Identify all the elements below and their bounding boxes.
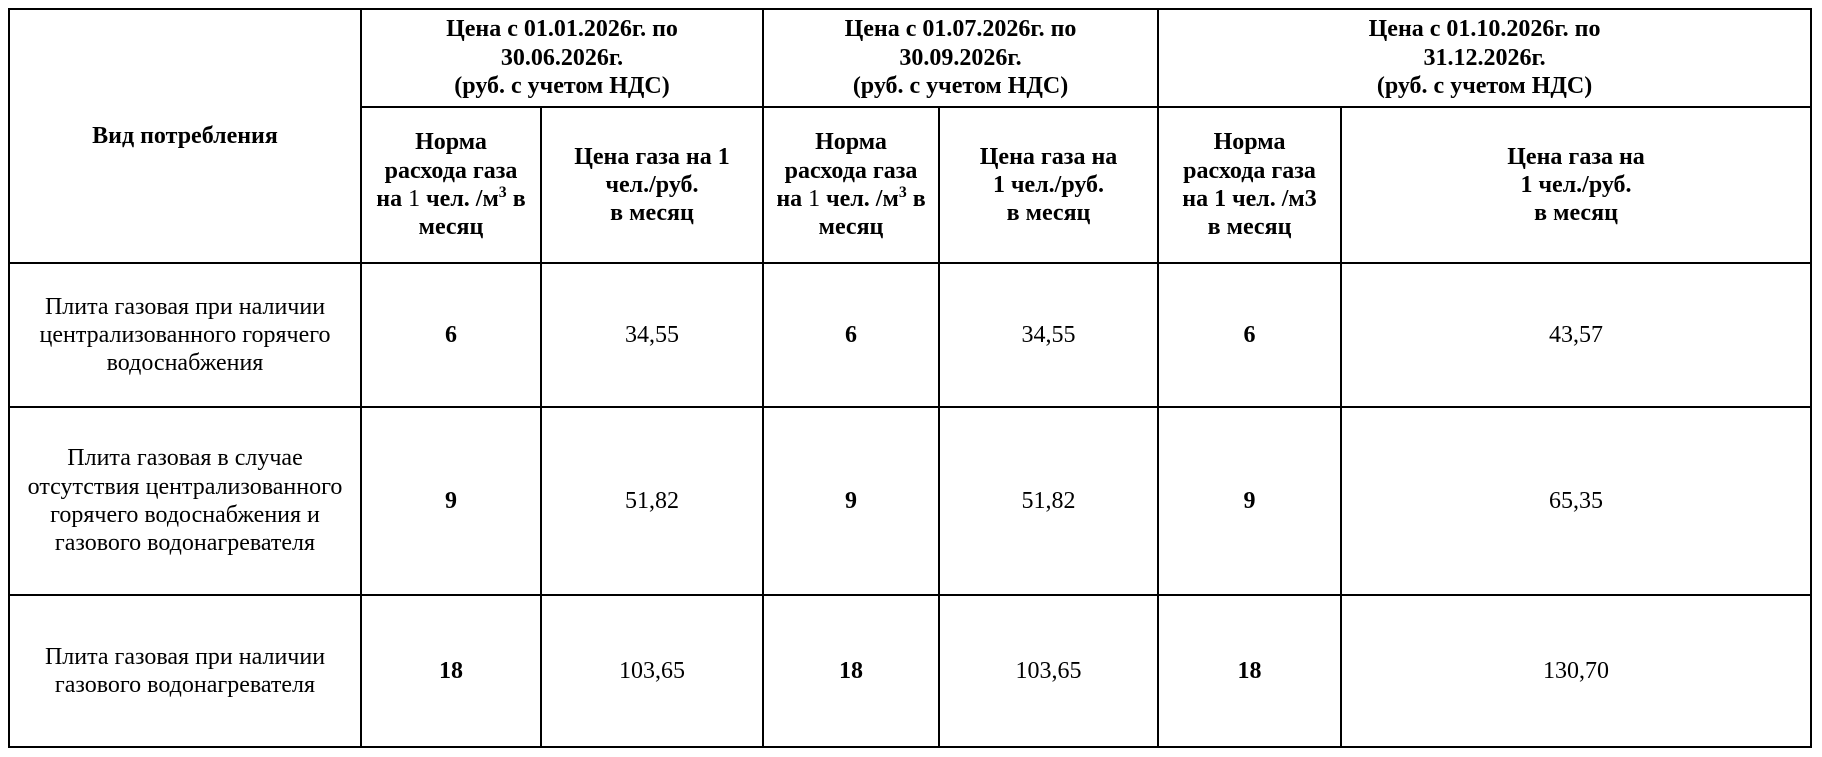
header-period-1-line1: Цена с 01.01.2026г. по	[446, 16, 678, 43]
header-norm-2-line2: расхода газа	[784, 157, 918, 184]
header-norm-3-line1: Норма	[1213, 129, 1286, 156]
header-price-3: Цена газа на 1 чел./руб. в месяц	[1340, 105, 1813, 265]
header-norm-2: Норма расхода газа на 1 чел. /м3 в месяц	[762, 105, 941, 265]
header-norm-3-line3: на 1 чел. /м3	[1182, 186, 1317, 212]
header-period-2-line1: Цена с 01.07.2026г. по	[844, 16, 1077, 43]
header-price-2-line1: Цена газа на	[979, 143, 1118, 170]
header-norm-2-l3c: чел. /м	[820, 186, 899, 212]
header-period-1-line2: 30.06.2026г.	[500, 44, 624, 71]
header-norm-3: Норма расхода газа на 1 чел. /м3 в месяц	[1157, 105, 1343, 265]
header-norm-2-line1: Норма	[815, 129, 887, 156]
row-2-name: Плита газовая в случае отсутствия центра…	[8, 405, 362, 597]
header-period-3: Цена с 01.10.2026г. по 31.12.2026г. (руб…	[1157, 8, 1813, 108]
header-norm-2-l3a: на	[776, 186, 809, 212]
header-period-3-line1: Цена с 01.10.2026г. по	[1368, 16, 1601, 43]
row-1-price-3: 43,57	[1340, 262, 1813, 408]
header-norm-1-line4: месяц	[418, 214, 484, 241]
row-1-norm-1: 6	[360, 262, 542, 408]
row-1-name: Плита газовая при наличии централизованн…	[8, 262, 362, 408]
row-2-norm-3: 9	[1157, 405, 1343, 597]
header-price-3-line2: 1 чел./руб.	[1520, 171, 1632, 198]
header-norm-1-line2: расхода газа	[384, 157, 518, 184]
header-price-2-line3: в месяц	[1006, 200, 1091, 227]
header-price-1-line2: чел./руб.	[605, 171, 699, 198]
header-price-3-line3: в месяц	[1534, 200, 1618, 227]
table-row: Плита газовая в случае отсутствия центра…	[8, 405, 1813, 597]
row-2-norm-1: 9	[360, 405, 542, 597]
header-norm-2-l3b: 1	[808, 186, 821, 212]
header-norm-1-line3: на 1 чел. /м3 в	[368, 185, 534, 213]
header-period-1: Цена с 01.01.2026г. по 30.06.2026г. (руб…	[359, 8, 765, 108]
row-3-price-3: 130,70	[1340, 594, 1813, 748]
header-consumption-type: Вид потребления	[8, 7, 362, 265]
header-norm-1-superscript: 3	[498, 184, 507, 201]
header-price-1-line1: Цена газа на 1	[574, 143, 730, 170]
row-3-norm-1: 18	[360, 594, 542, 748]
header-norm-1: Норма расхода газа на 1 чел. /м3 в месяц	[360, 105, 542, 265]
row-2-norm-2: 9	[762, 405, 941, 597]
header-row-subcolumns: Норма расхода газа на 1 чел. /м3 в месяц…	[9, 105, 1813, 265]
header-row-periods: Вид потребления Цена с 01.01.2026г. по 3…	[8, 7, 1813, 265]
header-norm-2-line3: на 1 чел. /м3 в	[770, 185, 932, 213]
header-price-3-line1: Цена газа на	[1507, 143, 1645, 170]
row-2-price-1: 51,82	[539, 405, 765, 597]
row-1-price-2: 34,55	[938, 262, 1160, 408]
header-norm-1-l3d: в	[506, 186, 526, 212]
header-period-3-line2: 31.12.2026г.	[1423, 44, 1546, 71]
header-period-1-line3: (руб. с учетом НДС)	[454, 72, 670, 99]
header-norm-2-superscript: 3	[898, 184, 907, 201]
header-price-2: Цена газа на 1 чел./руб. в месяц	[938, 105, 1160, 265]
table-row: Плита газовая при наличии газового водон…	[8, 594, 1813, 748]
header-period-2-line2: 30.09.2026г.	[899, 44, 1022, 71]
header-norm-1-line1: Норма	[415, 129, 487, 156]
row-3-norm-2: 18	[762, 594, 941, 748]
row-3-price-2: 103,65	[938, 594, 1160, 748]
header-period-2-line3: (руб. с учетом НДС)	[852, 72, 1069, 99]
table-row: Плита газовая при наличии централизованн…	[8, 262, 1813, 408]
header-price-1-line3: в месяц	[610, 200, 694, 227]
row-2-price-2: 51,82	[938, 405, 1160, 597]
header-norm-1-l3a: на	[376, 186, 409, 212]
row-1-norm-3: 6	[1157, 262, 1343, 408]
gas-price-table: Вид потребления Цена с 01.01.2026г. по 3…	[8, 7, 1813, 748]
row-3-price-1: 103,65	[539, 594, 765, 748]
header-period-2: Цена с 01.07.2026г. по 30.09.2026г. (руб…	[762, 8, 1160, 108]
header-norm-3-line2: расхода газа	[1183, 157, 1316, 184]
header-norm-2-l3d: в	[906, 186, 926, 212]
header-norm-1-l3b: 1	[408, 186, 421, 212]
header-price-1: Цена газа на 1 чел./руб. в месяц	[539, 105, 765, 265]
header-norm-2-line4: месяц	[818, 214, 884, 241]
header-consumption-type-label: Вид потребления	[92, 123, 278, 150]
row-3-name: Плита газовая при наличии газового водон…	[8, 594, 362, 748]
row-1-price-1: 34,55	[539, 262, 765, 408]
row-1-norm-2: 6	[762, 262, 941, 408]
row-2-price-3: 65,35	[1340, 405, 1813, 597]
header-period-3-line3: (руб. с учетом НДС)	[1376, 72, 1593, 99]
header-price-2-line2: 1 чел./руб.	[993, 171, 1105, 198]
header-norm-3-line4: в месяц	[1207, 214, 1292, 241]
header-norm-1-l3c: чел. /м	[420, 186, 499, 212]
row-3-norm-3: 18	[1157, 594, 1343, 748]
